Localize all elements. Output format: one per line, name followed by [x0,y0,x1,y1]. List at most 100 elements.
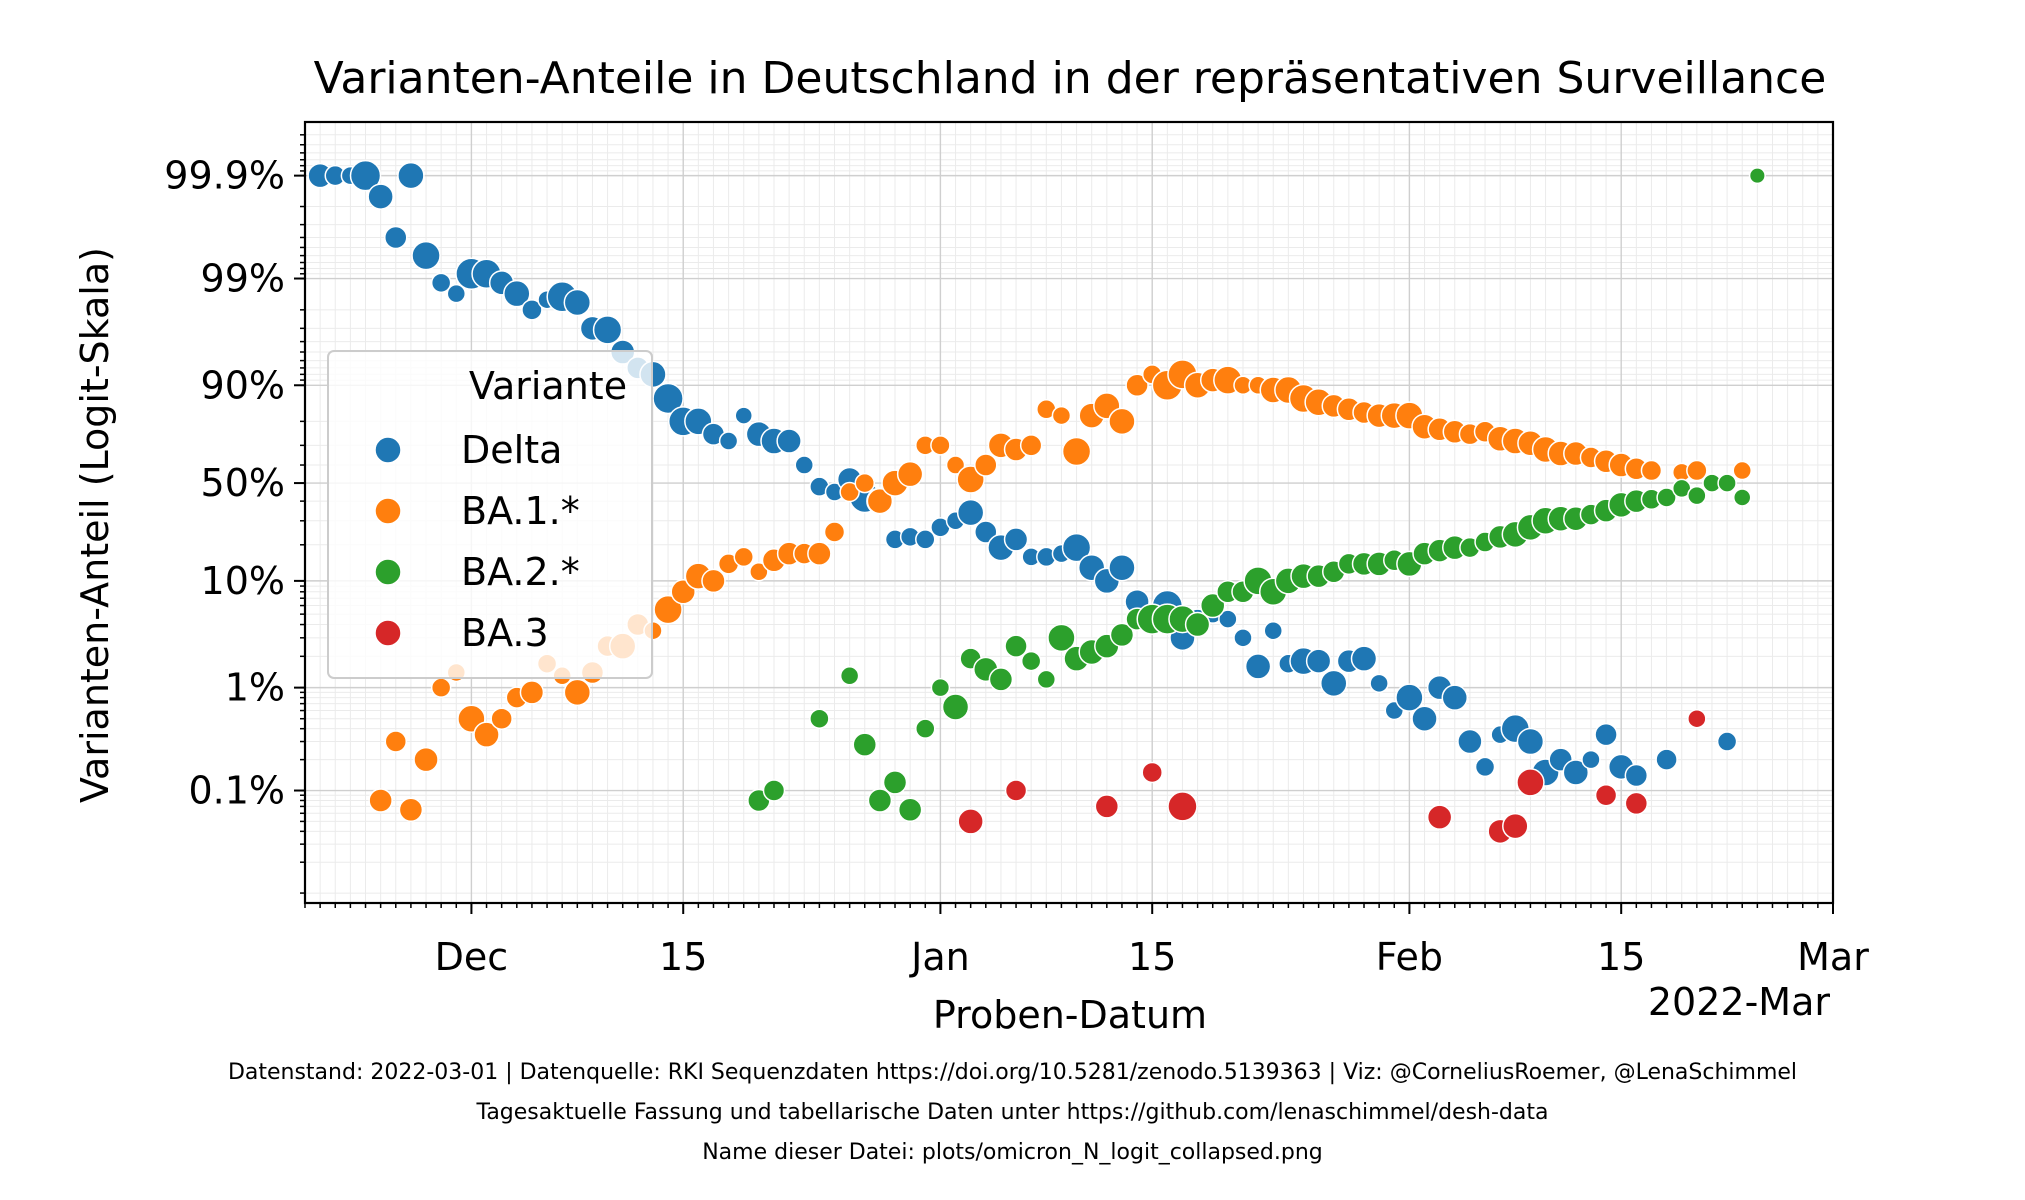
legend-marker-ba-2 [374,558,402,586]
footer-file-name: Name dieser Datei: plots/omicron_N_logit… [702,1140,1323,1165]
x-tick-label: Mar [1797,935,1869,979]
data-point-ba-1 [1686,459,1708,482]
plot-frame [303,120,1835,905]
data-point-ba-1 [473,721,500,748]
data-point-delta [734,406,753,425]
y-tick-label: 10% [201,559,285,603]
data-point-ba-2 [1717,473,1737,493]
data-point-delta [1218,609,1238,629]
data-point-ba-2 [1748,167,1766,185]
data-point-ba-2 [882,770,908,795]
data-point-ba-2 [1687,485,1707,506]
data-point-delta [1244,653,1272,680]
data-point-delta [1369,673,1389,694]
data-point-ba-1 [519,680,545,705]
data-point-ba-2 [930,677,951,698]
data-point-ba-1 [930,435,951,456]
data-point-ba-1 [1051,405,1072,426]
data-point-ba-1 [896,460,924,488]
data-point-ba-2 [897,797,923,822]
legend-label-delta: Delta [461,428,562,472]
data-point-ba-1 [1640,459,1663,482]
data-point-delta [974,520,998,544]
data-point-delta [1411,705,1438,732]
y-axis-label: Varianten-Anteil (Logit-Skala) [73,247,117,803]
data-point-ba-2 [1656,487,1677,508]
legend-label-ba-2: BA.2.* [461,550,580,594]
x-tick-label: 15 [1128,935,1176,979]
data-point-ba-3 [1167,791,1198,822]
x-tick-label: 15 [1597,935,1645,979]
data-point-delta [592,315,623,345]
data-point-delta [1624,763,1649,788]
data-point-delta [1457,728,1483,755]
data-point-ba-2 [1020,650,1042,672]
data-point-delta [1263,620,1283,641]
y-tick-label: 0.1% [188,769,285,813]
data-point-delta [367,183,394,210]
data-point-ba-2 [941,693,970,721]
data-point-delta [1003,527,1029,552]
data-point-ba-3 [1687,708,1707,729]
data-point-ba-3 [1502,812,1529,840]
data-point-ba-1 [733,546,754,568]
data-point-ba-1 [866,487,894,515]
data-point-ba-1 [384,730,408,753]
footer-data-source: Datenstand: 2022-03-01 | Datenquelle: RK… [227,1060,1798,1085]
data-point-ba-2 [809,708,830,729]
data-point-ba-1 [368,788,393,813]
legend-box [327,350,653,679]
data-point-delta [776,428,802,454]
data-point-ba-3 [1004,779,1028,802]
data-point-delta [1516,727,1545,756]
data-point-delta [956,498,985,527]
data-point-ba-2 [852,732,878,757]
data-point-delta [1305,648,1332,674]
data-point-delta [1441,684,1469,711]
data-point-ba-1 [1019,434,1043,457]
y-tick-label: 90% [201,363,285,407]
data-point-ba-3 [957,808,984,835]
data-point-delta [1061,532,1092,563]
legend: Variante Delta BA.1.* BA.2.* BA.3 [327,350,653,679]
legend-title: Variante [469,364,627,408]
data-point-delta [794,455,814,475]
x-tick-label: Dec [435,935,509,979]
y-tick-label: 99% [201,257,285,301]
data-point-ba-2 [1109,622,1135,648]
data-point-ba-1 [1108,407,1136,436]
data-point-ba-1 [398,797,424,822]
data-point-delta [503,279,531,308]
data-point-ba-3 [1141,761,1163,784]
data-point-delta [1320,669,1348,698]
x-axis-label: Proben-Datum [933,993,1207,1037]
legend-label-ba-3: BA.3 [461,611,549,655]
data-point-delta [652,382,684,415]
data-point-delta [1594,722,1618,747]
y-tick-label: 99.9% [164,154,285,198]
data-point-delta [1474,756,1496,778]
data-point-delta [915,529,936,550]
data-point-ba-1 [854,472,876,494]
data-point-ba-1 [701,568,726,594]
data-point-delta [1562,759,1590,786]
data-point-ba-1 [807,541,832,566]
data-point-delta [1581,749,1601,770]
data-point-ba-2 [1004,634,1028,658]
data-point-ba-2 [915,718,936,739]
legend-marker-ba-1 [374,497,402,525]
data-point-delta [384,225,408,250]
axes: Dec 15 Jan 15 Feb 15 Mar 0.1% 1% 10% 50% 90% 99% 99.9… [164,120,1869,979]
data-point-delta [1655,748,1678,771]
data-point-ba-1 [823,521,846,543]
data-point-delta [397,161,425,190]
data-point-ba-3 [1624,791,1649,816]
data-point-delta [1395,683,1424,712]
data-point-ba-2 [762,779,786,802]
x-tick-label: Feb [1376,935,1443,979]
data-points [307,159,1766,845]
legend-label-ba-1: BA.1.* [461,489,580,533]
data-point-delta [1716,731,1738,752]
data-point-delta [521,299,543,321]
